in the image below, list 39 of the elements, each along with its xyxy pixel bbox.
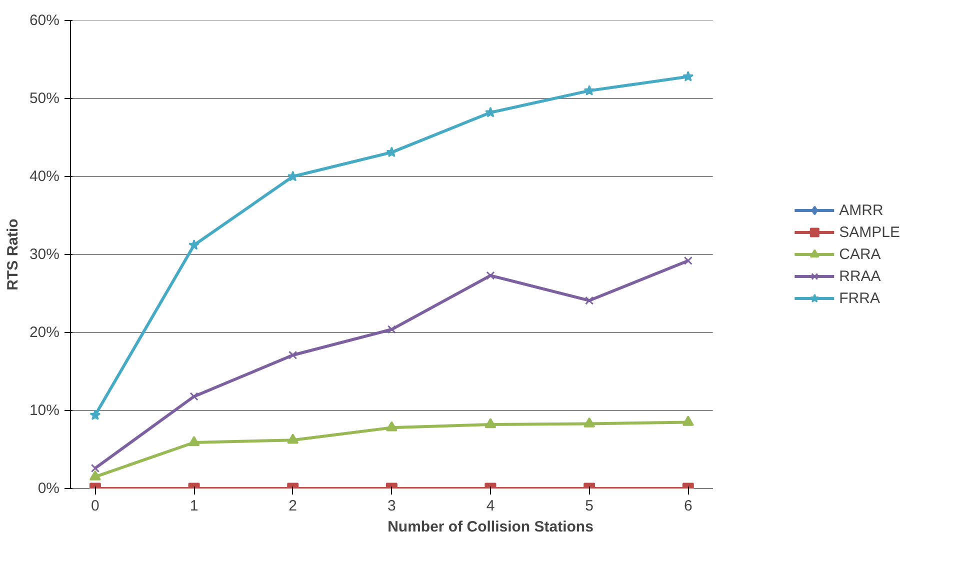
x-tick-label: 2 <box>288 498 298 514</box>
x-tick-label: 5 <box>585 498 594 514</box>
point <box>682 416 694 426</box>
legend-label: SAMPLE <box>839 224 900 240</box>
x-axis-title: Number of Collision Stations <box>388 518 594 536</box>
point <box>584 417 596 428</box>
x-tick-label: 6 <box>684 498 692 514</box>
point <box>287 434 299 444</box>
point <box>486 271 495 280</box>
x-tick-label: 0 <box>91 498 100 514</box>
point <box>386 421 398 432</box>
x-tick-label: 3 <box>388 498 396 514</box>
y-tick-label: 60% <box>29 12 60 29</box>
point <box>288 350 298 360</box>
legend-label: AMRR <box>839 202 884 218</box>
y-tick-label: 0% <box>38 480 60 497</box>
point <box>387 325 396 334</box>
point <box>682 70 694 82</box>
y-tick-label: 30% <box>29 246 60 263</box>
point <box>386 146 398 158</box>
point <box>484 106 496 118</box>
y-tick-label: 10% <box>29 402 60 419</box>
point <box>484 418 496 428</box>
x-tick-label: 4 <box>486 498 495 514</box>
legend-label: CARA <box>839 246 881 262</box>
point <box>584 84 595 96</box>
y-axis-title: RTS Ratio <box>4 218 22 290</box>
y-tick-label: 20% <box>29 324 60 341</box>
legend-label: RRAA <box>839 268 881 284</box>
point <box>89 470 101 480</box>
point <box>585 296 594 305</box>
point <box>684 256 692 266</box>
point <box>188 436 200 446</box>
point <box>90 409 101 420</box>
y-tick-label: 50% <box>29 90 60 107</box>
x-tick-label: 1 <box>190 498 198 514</box>
legend-label: FRRA <box>839 290 880 306</box>
y-tick-label: 40% <box>29 168 60 185</box>
point <box>188 239 200 250</box>
